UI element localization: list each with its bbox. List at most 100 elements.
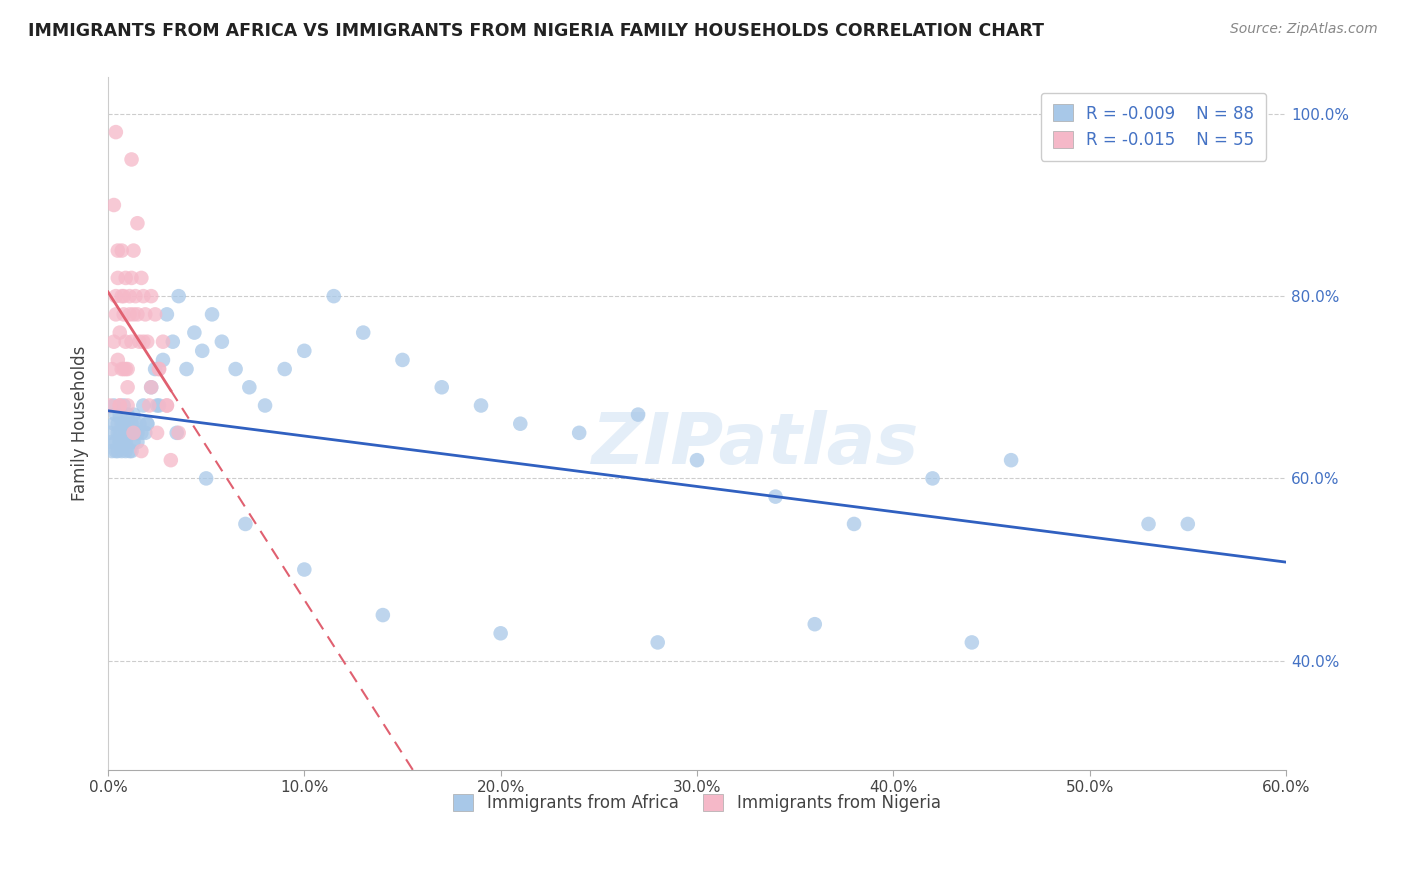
Point [107,271,129,285]
Point [121,444,143,458]
Point [352,326,374,340]
Point [273,362,295,376]
Point [103,334,125,349]
Point [647,635,669,649]
Point [131,444,153,458]
Point [108,399,131,413]
Point [842,516,865,531]
Point [132,289,155,303]
Point [148,362,170,376]
Point [122,434,145,449]
Point [111,362,134,376]
Point [114,362,136,376]
Point [191,343,214,358]
Point [152,353,174,368]
Point [121,153,143,167]
Point [235,516,257,531]
Point [101,444,124,458]
Point [430,380,453,394]
Point [127,216,149,230]
Point [143,307,166,321]
Point [122,307,145,321]
Point [127,434,149,449]
Point [122,425,145,440]
Point [114,444,136,458]
Point [322,289,344,303]
Point [114,334,136,349]
Point [117,417,139,431]
Point [960,635,983,649]
Point [104,408,127,422]
Point [117,425,139,440]
Point [765,490,787,504]
Point [238,380,260,394]
Point [103,417,125,431]
Point [136,417,159,431]
Point [371,608,394,623]
Point [136,417,159,431]
Point [111,425,134,440]
Y-axis label: Family Households: Family Households [72,346,89,501]
Point [121,271,143,285]
Point [225,362,247,376]
Point [108,408,131,422]
Point [1137,516,1160,531]
Point [107,425,129,440]
Point [132,334,155,349]
Legend: Immigrants from Africa, Immigrants from Nigeria: Immigrants from Africa, Immigrants from … [441,782,952,824]
Point [117,408,139,422]
Point [104,307,127,321]
Point [114,271,136,285]
Point [108,399,131,413]
Point [146,399,169,413]
Point [104,289,127,303]
Point [108,425,131,440]
Point [114,434,136,449]
Point [176,362,198,376]
Point [292,562,315,576]
Point [98,399,121,413]
Point [686,453,709,467]
Point [124,425,146,440]
Point [131,271,153,285]
Point [112,307,135,321]
Point [627,408,650,422]
Point [107,417,129,431]
Point [128,417,150,431]
Point [391,353,413,368]
Point [117,380,139,394]
Point [134,425,156,440]
Point [112,434,135,449]
Point [156,399,179,413]
Point [111,444,134,458]
Point [112,289,135,303]
Point [167,289,190,303]
Point [122,408,145,422]
Point [921,471,943,485]
Point [156,399,179,413]
Point [156,307,179,321]
Point [101,362,124,376]
Point [131,425,153,440]
Point [118,289,141,303]
Point [470,399,492,413]
Point [122,244,145,258]
Point [134,307,156,321]
Point [195,471,218,485]
Point [112,417,135,431]
Point [146,425,169,440]
Point [124,289,146,303]
Point [1177,516,1199,531]
Point [103,399,125,413]
Point [127,307,149,321]
Point [148,362,170,376]
Point [104,444,127,458]
Point [201,307,224,321]
Point [112,434,135,449]
Point [121,425,143,440]
Point [103,198,125,212]
Point [108,434,131,449]
Point [141,380,163,394]
Point [117,399,139,413]
Point [1000,453,1022,467]
